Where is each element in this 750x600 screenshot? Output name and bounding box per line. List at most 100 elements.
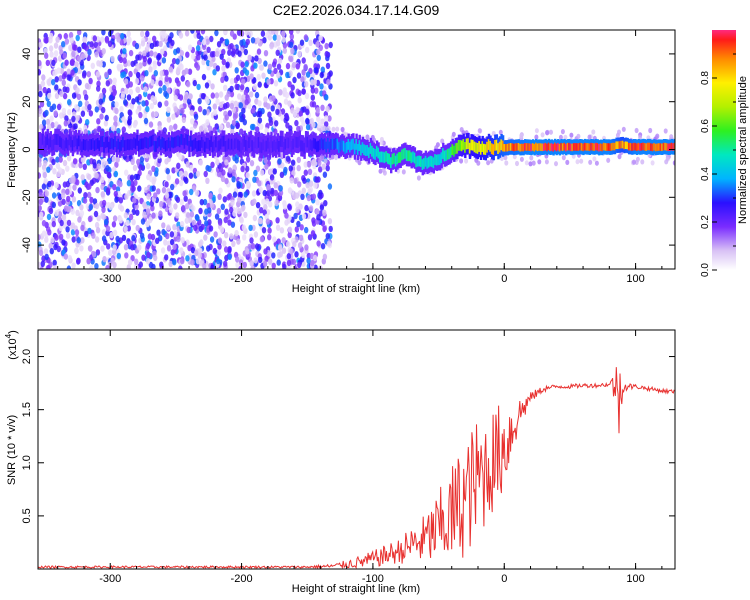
noise-mark	[84, 94, 89, 101]
signal-core	[130, 138, 133, 150]
halo-mark	[594, 160, 599, 166]
noise-mark	[308, 39, 313, 46]
noise-mark	[61, 41, 66, 48]
signal-core	[530, 143, 533, 152]
snr-ytick-label: 2.0	[21, 349, 33, 364]
noise-mark	[263, 157, 268, 164]
noise-mark	[137, 185, 142, 192]
noise-mark	[128, 213, 134, 221]
noise-mark	[106, 171, 112, 178]
signal-core	[90, 139, 93, 150]
noise-mark	[215, 65, 220, 72]
noise-mark	[90, 62, 96, 69]
noise-mark	[83, 192, 88, 199]
noise-mark	[135, 173, 141, 181]
signal-core	[92, 138, 95, 149]
noise-mark	[190, 30, 195, 34]
noise-mark	[189, 211, 195, 218]
noise-mark	[132, 197, 137, 204]
noise-mark	[283, 166, 288, 174]
noise-mark	[126, 180, 132, 187]
noise-mark	[71, 115, 76, 123]
noise-mark	[160, 48, 165, 55]
noise-mark	[127, 259, 133, 266]
signal-core	[338, 142, 341, 153]
noise-mark	[140, 75, 145, 82]
noise-mark	[244, 99, 249, 106]
signal-core	[101, 136, 104, 147]
signal-core	[612, 142, 615, 151]
noise-mark	[100, 164, 105, 171]
noise-mark	[74, 104, 79, 111]
noise-mark	[278, 185, 283, 192]
noise-mark	[72, 158, 78, 165]
signal-core	[670, 142, 673, 151]
signal-core	[325, 141, 328, 153]
halo-mark	[379, 140, 384, 146]
signal-core	[448, 148, 451, 160]
noise-mark	[285, 62, 291, 70]
signal-core	[152, 134, 155, 146]
noise-mark	[320, 104, 325, 112]
noise-mark	[180, 237, 185, 244]
halo-mark	[540, 132, 545, 138]
signal-core	[637, 142, 640, 151]
noise-mark	[277, 244, 283, 252]
noise-mark	[112, 89, 117, 97]
halo-mark	[534, 128, 539, 134]
noise-mark	[157, 125, 162, 132]
noise-mark	[124, 169, 129, 176]
noise-mark	[322, 253, 328, 260]
noise-mark	[327, 183, 333, 190]
noise-mark	[290, 92, 295, 99]
noise-mark	[178, 32, 184, 39]
signal-core	[215, 136, 218, 148]
noise-mark	[251, 190, 257, 197]
noise-mark	[227, 110, 232, 117]
noise-mark	[209, 35, 214, 43]
noise-mark	[103, 120, 109, 127]
noise-mark	[231, 169, 236, 176]
noise-mark	[221, 58, 226, 66]
noise-mark	[48, 221, 53, 229]
noise-mark	[223, 84, 228, 92]
noise-mark	[94, 106, 100, 113]
halo-mark	[663, 128, 668, 134]
noise-mark	[305, 108, 310, 116]
noise-mark	[147, 57, 152, 64]
noise-mark	[264, 163, 269, 170]
noise-mark	[124, 252, 129, 259]
noise-mark	[224, 177, 229, 185]
signal-core	[596, 143, 599, 151]
signal-core	[405, 150, 409, 161]
signal-core	[420, 156, 423, 167]
noise-mark	[38, 90, 43, 98]
noise-mark	[238, 191, 243, 199]
signal-core	[604, 143, 607, 151]
noise-mark	[50, 236, 55, 244]
signal-core	[202, 139, 205, 151]
signal-core	[574, 143, 577, 151]
noise-mark	[98, 98, 104, 105]
signal-core	[336, 138, 339, 150]
signal-core	[386, 153, 390, 164]
noise-mark	[38, 59, 42, 67]
noise-mark	[325, 62, 331, 70]
halo-mark	[655, 133, 660, 139]
noise-mark	[298, 203, 303, 210]
noise-mark	[301, 213, 307, 220]
noise-mark	[306, 257, 311, 264]
signal-core	[114, 136, 117, 148]
noise-mark	[116, 127, 121, 135]
noise-mark	[40, 80, 46, 87]
snr-xtick-label: -100	[362, 573, 384, 585]
noise-mark	[198, 125, 204, 132]
noise-mark	[56, 67, 61, 74]
signal-core	[235, 137, 238, 149]
noise-mark	[192, 79, 197, 87]
noise-mark	[180, 257, 185, 265]
noise-mark	[131, 219, 136, 226]
halo-mark	[561, 155, 566, 161]
noise-mark	[66, 219, 72, 227]
noise-mark	[250, 243, 256, 250]
